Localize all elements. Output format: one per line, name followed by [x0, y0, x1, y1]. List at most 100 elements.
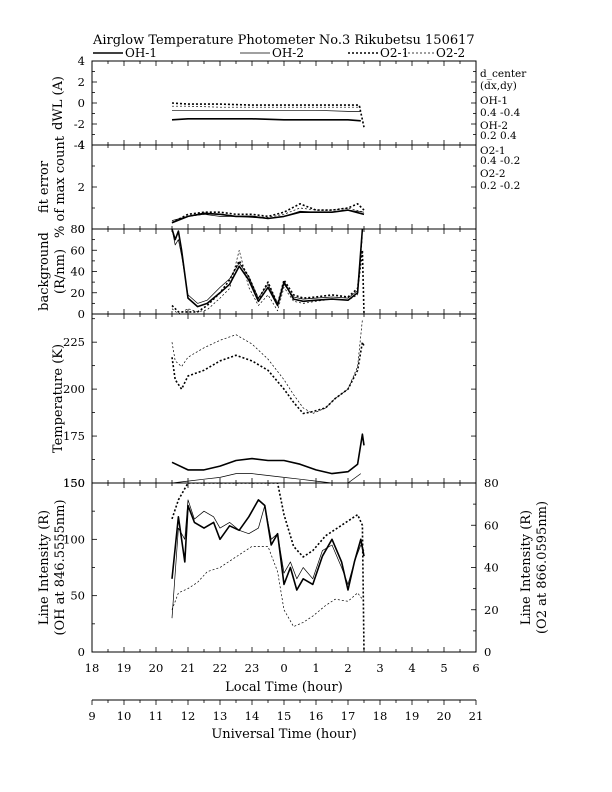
- y-axis-label-sub: (R/nm): [53, 249, 68, 294]
- y-tick-label: 225: [63, 335, 85, 349]
- series-o2-1-line: [171, 341, 365, 415]
- y-tick-label: 150: [63, 476, 85, 490]
- x-axis-label-ut: Universal Time (hour): [211, 727, 356, 742]
- x-tick-label-ut: 15: [277, 709, 292, 723]
- legend-label: O2-2: [436, 46, 465, 60]
- y-axis-label: background: [37, 232, 52, 311]
- side-info: d_center(dx,dy) OH-10.4 -0.4OH-20.2 0.4 O2…: [480, 68, 527, 192]
- y-tick-label: 40: [70, 265, 85, 279]
- y-axis-label: fit error: [37, 160, 52, 213]
- series-o2-1-line: [171, 249, 365, 314]
- series-o2-1-line: [171, 483, 365, 652]
- x-tick-label-local: 20: [149, 661, 164, 675]
- series-oh-1-line: [171, 118, 361, 122]
- x-axis-label-local: Local Time (hour): [225, 680, 343, 695]
- series-oh-1-line: [171, 499, 365, 591]
- y-tick-label: 0: [78, 96, 85, 110]
- y-tick-label: 0: [78, 645, 85, 659]
- side-info-line: (dx,dy): [480, 80, 517, 92]
- y-tick-label: 0: [78, 307, 85, 321]
- x-tick-label-ut: 19: [405, 709, 420, 723]
- series-group: [171, 319, 365, 483]
- y-axis-label-right: Line Intensity (R): [519, 510, 534, 625]
- series-oh-2-line: [171, 229, 363, 304]
- x-tick-label-local: 4: [408, 661, 415, 675]
- x-tick-label-ut: 12: [181, 709, 196, 723]
- y-tick-label: 2: [78, 180, 85, 194]
- x-tick-label-ut: 11: [149, 709, 164, 723]
- y-tick-label-right: 0: [484, 645, 491, 659]
- series-group: [171, 203, 365, 224]
- y-axis-label: Line Intensity (R): [37, 510, 52, 625]
- legend-item: OH-1: [93, 46, 157, 60]
- x-tick-label-local: 18: [85, 661, 100, 675]
- x-tick-label-local: 21: [181, 661, 196, 675]
- panel-background: 0 20 40 60 80 background (R/nm): [37, 222, 477, 321]
- legend: OH-1 OH-2 O2-1 O2-2: [93, 46, 465, 60]
- x-tick-label-ut: 18: [373, 709, 388, 723]
- x-tick-label-local: 19: [117, 661, 132, 675]
- panel-frame: [91, 482, 477, 653]
- x-tick-label-local: 23: [245, 661, 260, 675]
- series-o2-2-line: [172, 105, 361, 108]
- y-tick-label-right: 60: [484, 518, 499, 532]
- y-axis-label: dWL (A): [51, 76, 66, 130]
- y-tick-label: 4: [78, 138, 85, 152]
- panel-fit_error: 0 2 4 fit error% of max count: [37, 135, 477, 238]
- y-tick-label: 60: [70, 243, 85, 257]
- y-axis-label-sub: (OH at 846.5555nm): [53, 499, 68, 635]
- series-o2-1-line: [171, 203, 365, 224]
- x-tick-label-local: 3: [376, 661, 383, 675]
- x-tick-label-local: 2: [344, 661, 351, 675]
- x-tick-label-ut: 16: [309, 709, 324, 723]
- series-o2-1-line: [171, 102, 365, 128]
- x-tick-label-ut: 14: [245, 709, 260, 723]
- y-tick-label: 150: [63, 476, 85, 490]
- y-axis-label-sub: % of max count: [53, 135, 68, 238]
- y-tick-label: -2: [74, 117, 85, 131]
- x-tick-label-ut: 13: [213, 709, 228, 723]
- panel-frame: [91, 228, 477, 315]
- series-o2-2-line: [171, 207, 365, 224]
- y-tick-label: 0: [78, 222, 85, 236]
- series-o2-2-line: [171, 319, 363, 414]
- x-tick-label-local: 1: [312, 661, 319, 675]
- legend-label: OH-2: [272, 46, 304, 60]
- x-tick-label-ut: 20: [437, 709, 452, 723]
- y-tick-label: 200: [63, 382, 85, 396]
- side-info-line: 0.2 0.4: [480, 130, 517, 142]
- y-tick-label: 100: [63, 532, 85, 546]
- y-tick-label: 80: [70, 222, 85, 236]
- y-tick-label-right: 80: [484, 476, 499, 490]
- legend-item: O2-2: [404, 46, 465, 60]
- figure-title: Airglow Temperature Photometer No.3 Riku…: [92, 33, 475, 48]
- x-tick-label-local: 22: [213, 661, 228, 675]
- series-group: [171, 229, 365, 314]
- y-tick-label: 175: [63, 429, 85, 443]
- y-tick-label: 50: [70, 589, 85, 603]
- legend-item: O2-1: [348, 46, 409, 60]
- y-tick-label-right: 40: [484, 561, 499, 575]
- y-tick-label-right: 20: [484, 603, 499, 617]
- legend-item: OH-2: [240, 46, 304, 60]
- side-info-line: O2-2: [480, 168, 506, 180]
- panel-frame: [91, 313, 477, 484]
- y-axis-label: Temperature (K): [51, 344, 66, 453]
- y-tick-label: 4: [78, 54, 85, 68]
- legend-label: O2-1: [380, 46, 409, 60]
- x-tick-label-ut: 9: [88, 709, 95, 723]
- legend-label: OH-1: [125, 46, 157, 60]
- y-tick-label: -4: [74, 138, 85, 152]
- x-tick-label-local: 5: [440, 661, 447, 675]
- side-info-line: 0.4 -0.2: [480, 155, 520, 167]
- y-tick-label: 20: [70, 286, 85, 300]
- series-oh-1-line: [171, 433, 365, 475]
- side-info-line: O2-1: [480, 145, 506, 157]
- panels: -4 -2 0 2 4 dWL (A) 0 2 4 fit error% of max count…: [37, 54, 550, 659]
- side-info-line: OH-1: [480, 95, 508, 107]
- series-oh-2-line: [171, 473, 362, 483]
- side-info-line: d_center: [480, 68, 527, 80]
